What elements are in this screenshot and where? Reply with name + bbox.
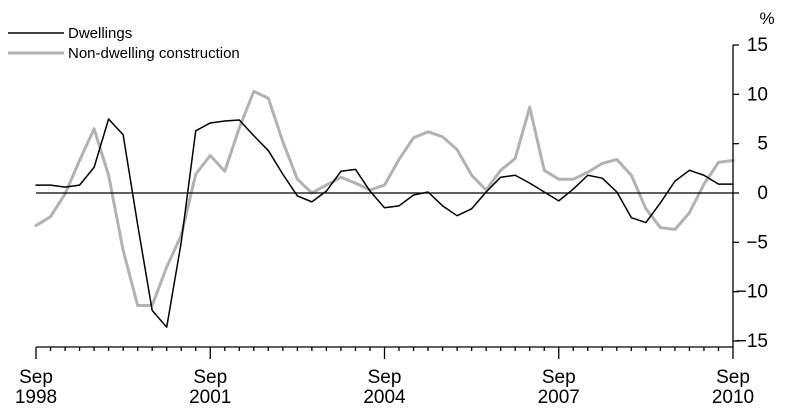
y-tick-label: 5 [757, 134, 768, 155]
legend-label: Dwellings [68, 25, 132, 42]
x-tick-label-year: 2010 [712, 387, 754, 406]
x-tick-label-month: Sep [716, 367, 750, 388]
y-tick-label: 15 [747, 35, 768, 56]
x-tick-label-month: Sep [368, 367, 402, 388]
series-layer [34, 89, 735, 328]
x-tick-label-year: 2007 [538, 387, 580, 406]
series-line-non-dwelling-construction [34, 89, 735, 307]
x-tick-label-month: Sep [19, 367, 53, 388]
y-axis-ticks: 15 10 5 0 −5 −10 −15 [733, 35, 768, 352]
x-tick-label-year: 1998 [15, 387, 57, 406]
x-tick-label-month: Sep [193, 367, 227, 388]
y-tick-label: −10 [736, 282, 768, 303]
y-tick-label: 0 [757, 183, 768, 204]
legend-label: Non-dwelling construction [68, 45, 240, 62]
x-tick-label-year: 2001 [189, 387, 231, 406]
legend: Dwellings Non-dwelling construction [8, 25, 240, 62]
y-tick-label: −5 [746, 232, 768, 253]
y-tick-label: −15 [736, 331, 768, 352]
x-tick-label-month: Sep [542, 367, 576, 388]
y-tick-label: 10 [747, 84, 768, 105]
x-tick-label-year: 2004 [363, 387, 406, 406]
y-unit-label: % [759, 9, 774, 28]
series-line-dwellings [35, 118, 734, 328]
